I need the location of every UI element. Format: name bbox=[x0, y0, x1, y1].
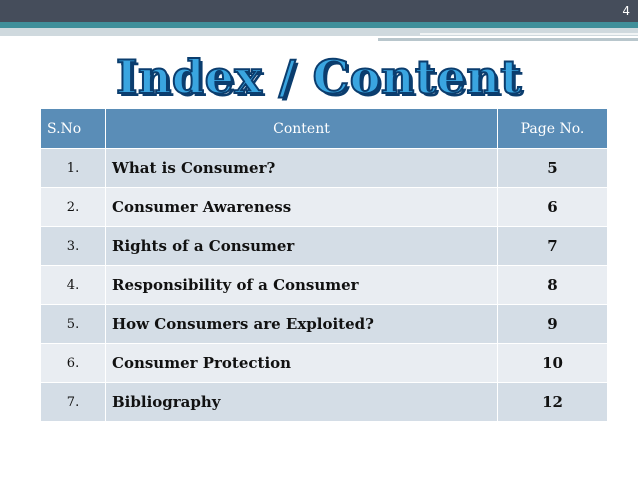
table-header-row: S.No Content Page No. bbox=[40, 108, 608, 149]
teal-stripe bbox=[0, 22, 638, 28]
row-page: 8 bbox=[497, 265, 608, 305]
header-content: Content bbox=[105, 108, 498, 149]
light-stripe bbox=[0, 28, 638, 36]
row-sno: 2. bbox=[40, 187, 106, 227]
table-row: 5. How Consumers are Exploited? 9 bbox=[40, 304, 608, 344]
row-page: 7 bbox=[497, 226, 608, 266]
row-sno: 5. bbox=[40, 304, 106, 344]
table-row: 3. Rights of a Consumer 7 bbox=[40, 226, 608, 266]
row-sno: 7. bbox=[40, 382, 106, 422]
row-content: Rights of a Consumer bbox=[105, 226, 498, 266]
row-content: How Consumers are Exploited? bbox=[105, 304, 498, 344]
row-sno: 1. bbox=[40, 148, 106, 188]
row-sno: 4. bbox=[40, 265, 106, 305]
row-page: 9 bbox=[497, 304, 608, 344]
row-content: What is Consumer? bbox=[105, 148, 498, 188]
table-row: 2. Consumer Awareness 6 bbox=[40, 187, 608, 227]
accent-line bbox=[420, 33, 638, 35]
row-page: 5 bbox=[497, 148, 608, 188]
row-page: 10 bbox=[497, 343, 608, 383]
table-row: 4. Responsibility of a Consumer 8 bbox=[40, 265, 608, 305]
row-page: 12 bbox=[497, 382, 608, 422]
page-number: 4 bbox=[622, 4, 630, 18]
table-row: 6. Consumer Protection 10 bbox=[40, 343, 608, 383]
row-content: Bibliography bbox=[105, 382, 498, 422]
slide-title: Index / Content bbox=[115, 49, 523, 105]
row-content: Consumer Protection bbox=[105, 343, 498, 383]
header-sno: S.No bbox=[40, 108, 106, 149]
row-page: 6 bbox=[497, 187, 608, 227]
header-page-no: Page No. bbox=[497, 108, 608, 149]
row-sno: 3. bbox=[40, 226, 106, 266]
row-content: Consumer Awareness bbox=[105, 187, 498, 227]
index-table: S.No Content Page No. 1. What is Consume… bbox=[40, 108, 608, 422]
table-row: 1. What is Consumer? 5 bbox=[40, 148, 608, 188]
row-sno: 6. bbox=[40, 343, 106, 383]
accent-bar bbox=[378, 38, 638, 41]
row-content: Responsibility of a Consumer bbox=[105, 265, 498, 305]
top-band bbox=[0, 0, 638, 22]
table-row: 7. Bibliography 12 bbox=[40, 382, 608, 422]
